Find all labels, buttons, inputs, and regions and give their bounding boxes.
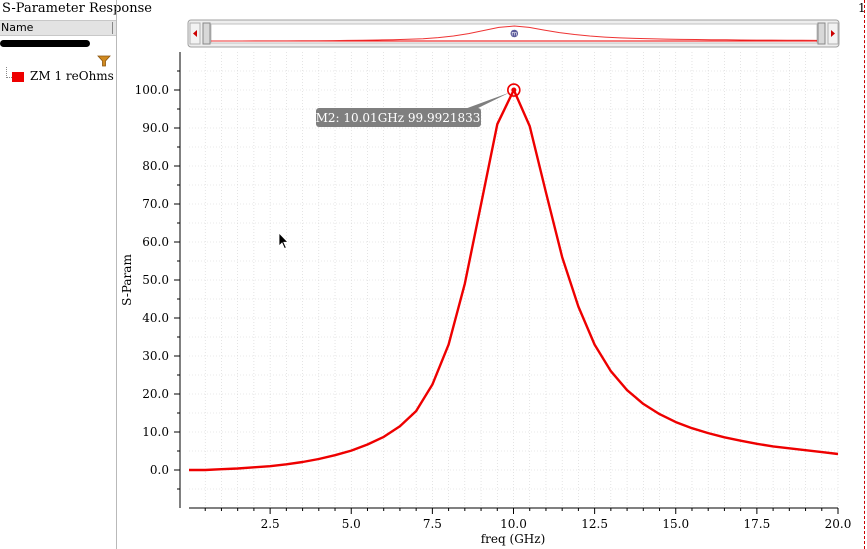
y-tick-label: 0.0 [150,463,169,477]
x-tick-label: 15.0 [662,517,689,531]
mouse-cursor-icon [278,232,289,250]
y-tick-label: 70.0 [142,197,169,211]
redacted-bar [0,40,90,47]
tree-connector [6,67,12,78]
marker-dot [511,87,517,93]
window-title: S-Parameter Response [2,1,152,16]
legend-label[interactable]: ZM 1 reOhms [30,69,114,83]
name-column-label: Name [1,21,34,34]
y-tick-label: 10.0 [142,425,169,439]
y-tick-label: 50.0 [142,273,169,287]
name-column-header[interactable]: Name [0,20,116,36]
column-separator[interactable] [112,22,113,34]
x-tick-label: 17.5 [744,517,771,531]
marker-callout-label: M2: 10.01GHz 99.9921833 [316,111,481,125]
legend-swatch[interactable] [12,72,24,82]
grid-lines [189,52,839,508]
x-tick-label: 12.5 [581,517,608,531]
marker-callout[interactable] [316,108,481,127]
y-tick-label: 40.0 [142,311,169,325]
x-tick-label: 7.5 [423,517,442,531]
x-tick-label: 10.0 [500,517,527,531]
y-tick-label: 80.0 [142,159,169,173]
corner-number: 1 [858,1,866,15]
y-ticks: 0.0 10.0 20.0 30.0 40.0 50.0 60.0 70.0 80.0 90.0 1… [135,70,180,490]
marker-callout-pointer [462,92,511,110]
y-tick-label: 20.0 [142,387,169,401]
filter-icon[interactable] [96,54,112,68]
x-ticks: 2.5 5.0 7.5 10.0 12.5 15.0 17.5 20.0 [204,508,852,531]
right-edge-marker [864,0,865,549]
x-tick-label: 20.0 [825,517,852,531]
y-axis-label: S-Param [120,254,134,306]
y-tick-label: 30.0 [142,349,169,363]
x-tick-label: 2.5 [261,517,280,531]
x-tick-label: 5.0 [342,517,361,531]
panel-divider[interactable] [116,0,117,549]
y-tick-label: 90.0 [142,121,169,135]
marker-m2[interactable]: M2: 10.01GHz 99.9921833 [316,83,521,127]
x-axis-label: freq (GHz) [481,532,546,546]
marker-ring[interactable] [507,83,521,97]
y-tick-label: 100.0 [135,83,169,97]
y-tick-label: 60.0 [142,235,169,249]
